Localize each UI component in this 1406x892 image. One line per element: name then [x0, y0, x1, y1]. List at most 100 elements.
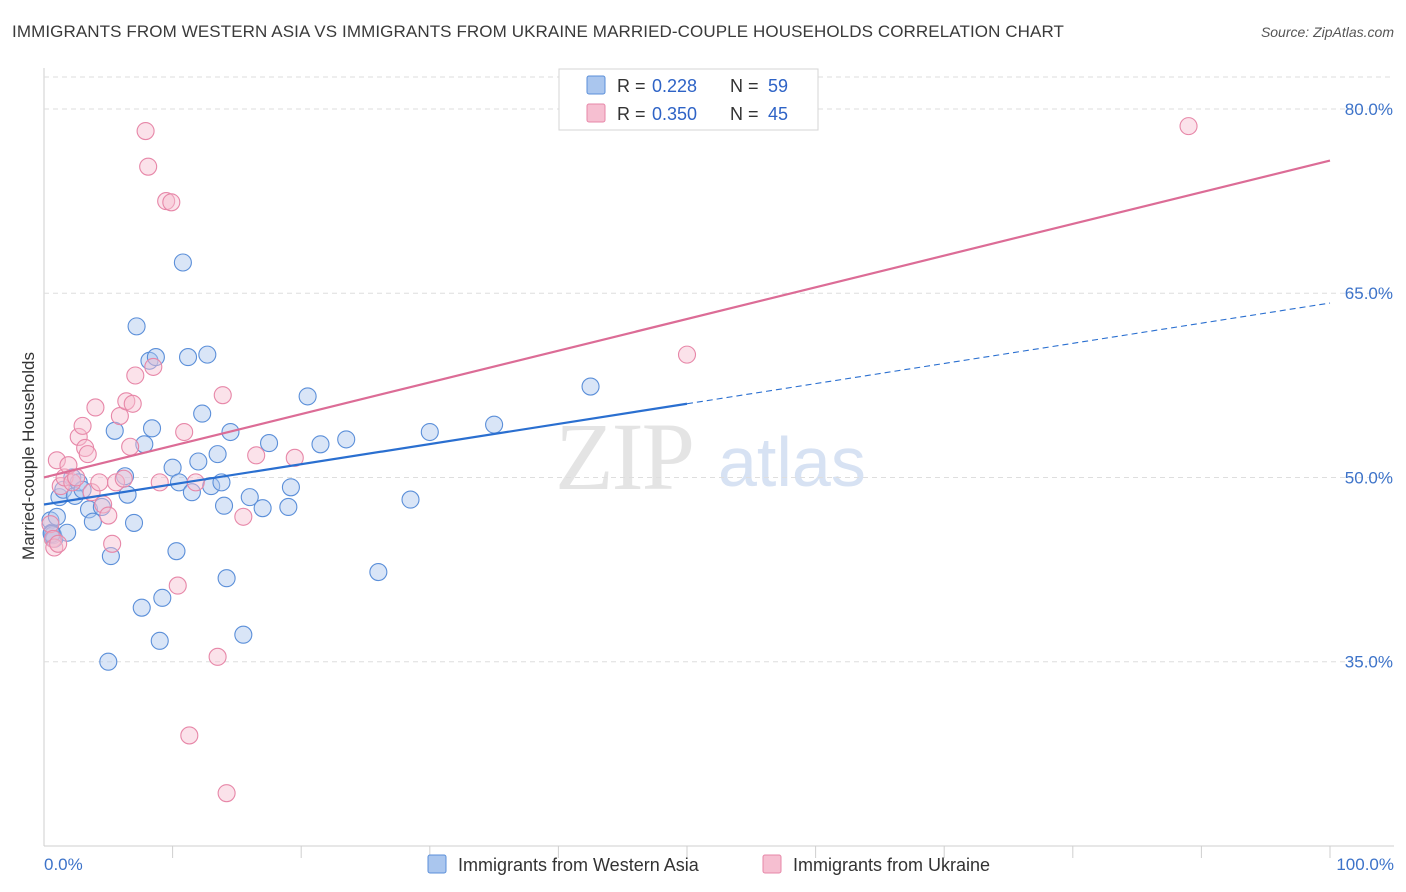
- point-ukraine-9: [69, 427, 88, 446]
- point-western-asia-22: [132, 598, 151, 617]
- watermark-atlas: atlas: [718, 423, 866, 501]
- point-western-asia-52: [337, 430, 356, 449]
- point-ukraine-10: [73, 416, 92, 435]
- point-ukraine-25: [126, 366, 145, 385]
- watermark-zip: ZIP: [555, 403, 693, 510]
- trend-lines: [43, 159, 1331, 506]
- point-western-asia-47: [259, 434, 279, 453]
- legend-swatch-western-asia: [586, 75, 606, 95]
- point-ukraine-40: [247, 446, 266, 465]
- point-ukraine-26: [136, 122, 155, 141]
- trend-line-western-asia-extension: [686, 302, 1331, 405]
- point-ukraine-15: [90, 473, 109, 492]
- point-ukraine-21: [114, 469, 133, 488]
- point-ukraine-38: [217, 784, 236, 803]
- point-ukraine-12: [78, 445, 97, 464]
- point-western-asia-42: [217, 569, 236, 588]
- point-western-asia-57: [581, 377, 600, 396]
- point-ukraine-24: [123, 394, 142, 413]
- point-ukraine-4: [51, 477, 70, 496]
- y-tick-label-2: 65.0%: [1345, 284, 1393, 303]
- legend-swatch-ukraine: [586, 103, 606, 123]
- point-western-asia-4: [47, 507, 66, 526]
- series-legend-label-western-asia: Immigrants from Western Asia: [458, 855, 700, 875]
- point-ukraine-0: [41, 515, 60, 534]
- point-western-asia-50: [298, 387, 317, 406]
- point-western-asia-54: [401, 490, 420, 509]
- point-western-asia-37: [198, 345, 217, 364]
- chart-title: IMMIGRANTS FROM WESTERN ASIA VS IMMIGRAN…: [12, 22, 1065, 41]
- point-western-asia-39: [208, 445, 227, 464]
- legend-n-value-western-asia: 59: [768, 76, 788, 96]
- y-tick-label-3: 80.0%: [1345, 100, 1393, 119]
- point-ukraine-39: [234, 507, 253, 526]
- point-western-asia-56: [485, 415, 504, 434]
- point-western-asia-33: [178, 348, 198, 367]
- point-ukraine-34: [180, 726, 199, 745]
- point-western-asia-44: [234, 625, 253, 644]
- point-western-asia-45: [240, 488, 259, 507]
- point-western-asia-32: [173, 253, 192, 272]
- point-western-asia-48: [279, 497, 298, 517]
- stats-legend: R = 0.228 N = 59 R = 0.350 N = 45: [558, 68, 819, 131]
- legend-n-label-ukraine: N =: [730, 104, 759, 124]
- trend-line-western-asia: [43, 402, 688, 506]
- series-legend-label-ukraine: Immigrants from Ukraine: [793, 855, 990, 875]
- series-legend: Immigrants from Western Asia Immigrants …: [427, 854, 990, 875]
- point-western-asia-46: [253, 499, 272, 518]
- point-ukraine-31: [162, 193, 181, 212]
- trend-line-ukraine: [43, 159, 1331, 479]
- point-ukraine-32: [168, 576, 187, 595]
- point-western-asia-13: [83, 512, 102, 531]
- x-ticks: [172, 846, 1331, 858]
- point-ukraine-17: [99, 506, 118, 525]
- point-ukraine-37: [213, 386, 232, 405]
- y-tick-label-1: 50.0%: [1345, 468, 1393, 487]
- point-western-asia-15: [99, 652, 118, 671]
- legend-r-value-western-asia: 0.228: [652, 76, 697, 96]
- point-ukraine-18: [103, 534, 122, 553]
- point-ukraine-36: [208, 647, 227, 666]
- y-axis-label: Married-couple Households: [19, 352, 38, 560]
- watermark: ZIP atlas: [555, 403, 866, 510]
- point-ukraine-33: [175, 422, 194, 442]
- point-ukraine-3: [47, 451, 66, 470]
- y-tick-label-0: 35.0%: [1345, 653, 1393, 672]
- point-western-asia-30: [167, 542, 186, 561]
- point-western-asia-28: [153, 588, 172, 607]
- point-ukraine-27: [139, 157, 158, 176]
- point-western-asia-51: [311, 435, 330, 454]
- legend-n-value-ukraine: 45: [768, 104, 788, 124]
- legend-r-label-western-asia: R =: [617, 76, 646, 96]
- series-points: [41, 117, 1198, 803]
- point-western-asia-25: [142, 419, 162, 438]
- axes: [43, 68, 1394, 847]
- point-western-asia-20: [124, 513, 144, 532]
- point-ukraine-43: [1179, 117, 1198, 136]
- series-legend-swatch-ukraine: [762, 854, 782, 874]
- legend-n-label-western-asia: N =: [730, 76, 759, 96]
- point-ukraine-28: [144, 357, 163, 376]
- point-western-asia-35: [189, 452, 208, 471]
- point-ukraine-42: [677, 345, 697, 364]
- point-western-asia-27: [150, 631, 169, 650]
- point-western-asia-34: [182, 483, 201, 502]
- point-western-asia-55: [420, 422, 439, 442]
- point-western-asia-21: [127, 317, 146, 336]
- point-ukraine-14: [86, 398, 105, 417]
- point-ukraine-44: [49, 534, 68, 553]
- point-western-asia-53: [369, 563, 388, 582]
- point-western-asia-41: [214, 496, 234, 515]
- point-western-asia-36: [193, 404, 212, 423]
- point-western-asia-49: [281, 478, 300, 497]
- chart-source: Source: ZipAtlas.com: [1260, 24, 1394, 40]
- legend-r-label-ukraine: R =: [617, 104, 646, 124]
- point-ukraine-23: [121, 437, 140, 456]
- legend-r-value-ukraine: 0.350: [652, 104, 697, 124]
- x-tick-label-min: 0.0%: [44, 855, 83, 874]
- x-tick-label-max: 100.0%: [1336, 855, 1394, 874]
- series-legend-swatch-western-asia: [427, 854, 447, 874]
- y-tick-labels: 35.0% 50.0% 65.0% 80.0%: [1345, 100, 1393, 672]
- gridlines: [44, 76, 1394, 663]
